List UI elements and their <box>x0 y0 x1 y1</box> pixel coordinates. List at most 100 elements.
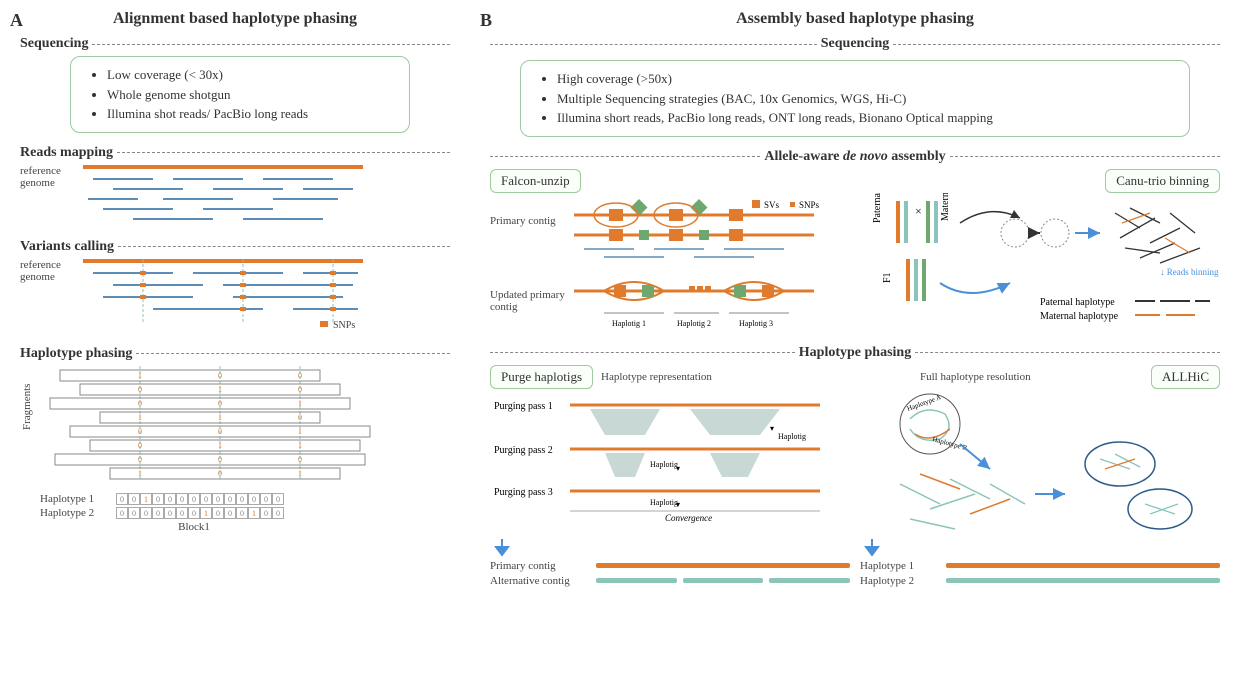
full-hap-label: Full haplotype resolution <box>920 371 1031 383</box>
arrow-down-icon <box>490 537 514 557</box>
svg-text:×: × <box>915 204 922 218</box>
svg-text:0: 0 <box>218 469 222 478</box>
a-variants-svg: SNPs <box>83 259 403 334</box>
svg-text:1: 1 <box>298 399 302 408</box>
svg-text:Haplotig 1: Haplotig 1 <box>612 319 646 328</box>
panel-a: A Alignment based haplotype phasing Sequ… <box>20 10 450 541</box>
panel-b: B Assembly based haplotype phasing Seque… <box>490 10 1220 598</box>
a-hap2-row: 00000001000100 <box>116 507 284 519</box>
svg-text:Haplotig 3: Haplotig 3 <box>739 319 773 328</box>
svg-text:1: 1 <box>298 441 302 450</box>
a-seq-title: Sequencing <box>20 36 88 52</box>
hap1-bar <box>946 563 1220 568</box>
svg-text:1: 1 <box>218 385 222 394</box>
a-snps-label: SNPs <box>333 320 355 331</box>
svg-text:1: 1 <box>218 413 222 422</box>
section-a-variants: Variants calling reference genome <box>20 235 450 334</box>
falcon-primary-svg: SVs SNPs <box>574 197 834 267</box>
svg-text:0: 0 <box>138 385 142 394</box>
a-seq-bullet: Whole genome shotgun <box>107 85 393 105</box>
divider <box>490 156 760 157</box>
alt-contig-result: Alternative contig <box>490 575 590 587</box>
canu-box: Canu-trio binning <box>1105 169 1220 193</box>
divider <box>915 352 1220 353</box>
svg-text:Purging pass 1: Purging pass 1 <box>494 401 553 412</box>
purge-svg: Purging pass 1 ▾ Haplotig Purging pass 2… <box>490 389 840 539</box>
svg-text:Paternal haplotype: Paternal haplotype <box>1040 297 1115 308</box>
hap2-result: Haplotype 2 <box>860 575 940 587</box>
updated-contig-label: Updated primary contig <box>490 289 570 313</box>
a-hap2-label: Haplotype 2 <box>40 507 110 519</box>
a-reads-title: Reads mapping <box>20 145 113 161</box>
b-ph-title: Haplotype phasing <box>799 345 911 361</box>
allhic-svg: Haplotype A Haplotype B <box>860 389 1220 539</box>
svg-text:F1: F1 <box>882 272 893 283</box>
b-seq-bullet: Multiple Sequencing strategies (BAC, 10x… <box>557 89 1173 109</box>
svg-text:0: 0 <box>298 371 302 380</box>
svg-text:SNPs: SNPs <box>799 200 820 210</box>
a-frag-label: Fragments <box>21 416 33 430</box>
alt-contig-bar <box>683 578 764 583</box>
a-seq-bullet: Low coverage (< 30x) <box>107 65 393 85</box>
svg-text:Purging pass 3: Purging pass 3 <box>494 487 553 498</box>
alt-contig-bar <box>596 578 677 583</box>
a-var-title: Variants calling <box>20 239 114 255</box>
svg-text:0: 0 <box>218 455 222 464</box>
svg-text:Haplotig: Haplotig <box>650 460 678 469</box>
divider <box>136 353 450 354</box>
svg-text:1: 1 <box>138 469 142 478</box>
primary-contig-bar <box>596 563 850 568</box>
section-a-sequencing: Sequencing Low coverage (< 30x) Whole ge… <box>20 32 450 133</box>
svg-text:1: 1 <box>218 441 222 450</box>
section-b-assembly: Allele-aware de novo assembly Falcon-unz… <box>490 145 1220 333</box>
svg-text:▾: ▾ <box>770 424 774 433</box>
svg-text:1: 1 <box>298 469 302 478</box>
svg-text:0: 0 <box>298 413 302 422</box>
b-asm-title: Allele-aware de novo assembly <box>764 149 945 165</box>
divider <box>92 44 450 45</box>
svg-text:1: 1 <box>138 371 142 380</box>
panel-b-label: B <box>480 10 492 31</box>
svg-text:0: 0 <box>298 455 302 464</box>
b-seq-box: High coverage (>50x) Multiple Sequencing… <box>520 60 1190 137</box>
section-a-phasing: Haplotype phasing Fragments <box>20 342 450 533</box>
panel-b-title: Assembly based haplotype phasing <box>490 10 1220 28</box>
svg-text:Haplotype B: Haplotype B <box>931 435 968 452</box>
canu-svg: Paternal Maternal × F1 <box>860 193 1220 333</box>
primary-contig-label: Primary contig <box>490 215 570 227</box>
hap-rep-label: Haplotype representation <box>601 371 712 383</box>
svg-text:1: 1 <box>298 427 302 436</box>
b-seq-title: Sequencing <box>821 36 889 52</box>
svg-text:0: 0 <box>138 455 142 464</box>
a-block-label: Block1 <box>110 521 278 533</box>
a-hap1-label: Haplotype 1 <box>40 493 110 505</box>
falcon-updated-svg: Haplotig 1 Haplotig 2 Haplotig 3 <box>574 271 834 333</box>
divider <box>490 44 817 45</box>
a-hap1-row: 00100000000000 <box>116 493 284 505</box>
a-seq-box: Low coverage (< 30x) Whole genome shotgu… <box>70 56 410 133</box>
svg-text:0: 0 <box>298 385 302 394</box>
divider <box>490 352 795 353</box>
divider <box>118 246 450 247</box>
purge-region: Purge haplotigs Haplotype representation… <box>490 365 850 539</box>
purge-box: Purge haplotigs <box>490 365 593 389</box>
b-seq-bullet: Illumina short reads, PacBio long reads,… <box>557 108 1173 128</box>
allhic-region: Full haplotype resolution ALLHiC Haploty… <box>860 365 1220 539</box>
svg-text:Purging pass 2: Purging pass 2 <box>494 445 553 456</box>
section-b-phasing: Haplotype phasing Purge haplotigs Haplot… <box>490 341 1220 590</box>
a-fragments-svg: 100 010 001 110 001 011 000 101 <box>40 366 380 481</box>
section-a-reads-mapping: Reads mapping reference genome <box>20 141 450 227</box>
svg-text:0: 0 <box>218 427 222 436</box>
svg-text:Convergence: Convergence <box>665 513 712 523</box>
svg-text:0: 0 <box>138 427 142 436</box>
allhic-box: ALLHiC <box>1151 365 1220 389</box>
hap1-result: Haplotype 1 <box>860 560 940 572</box>
section-b-sequencing: Sequencing High coverage (>50x) Multiple… <box>490 32 1220 137</box>
svg-text:Haplotig 2: Haplotig 2 <box>677 319 711 328</box>
svg-text:SVs: SVs <box>764 200 780 210</box>
a-reads-svg <box>83 165 383 227</box>
divider <box>893 44 1220 45</box>
divider <box>950 156 1220 157</box>
a-reads-ref: reference genome <box>20 165 75 227</box>
b-seq-bullet: High coverage (>50x) <box>557 69 1173 89</box>
